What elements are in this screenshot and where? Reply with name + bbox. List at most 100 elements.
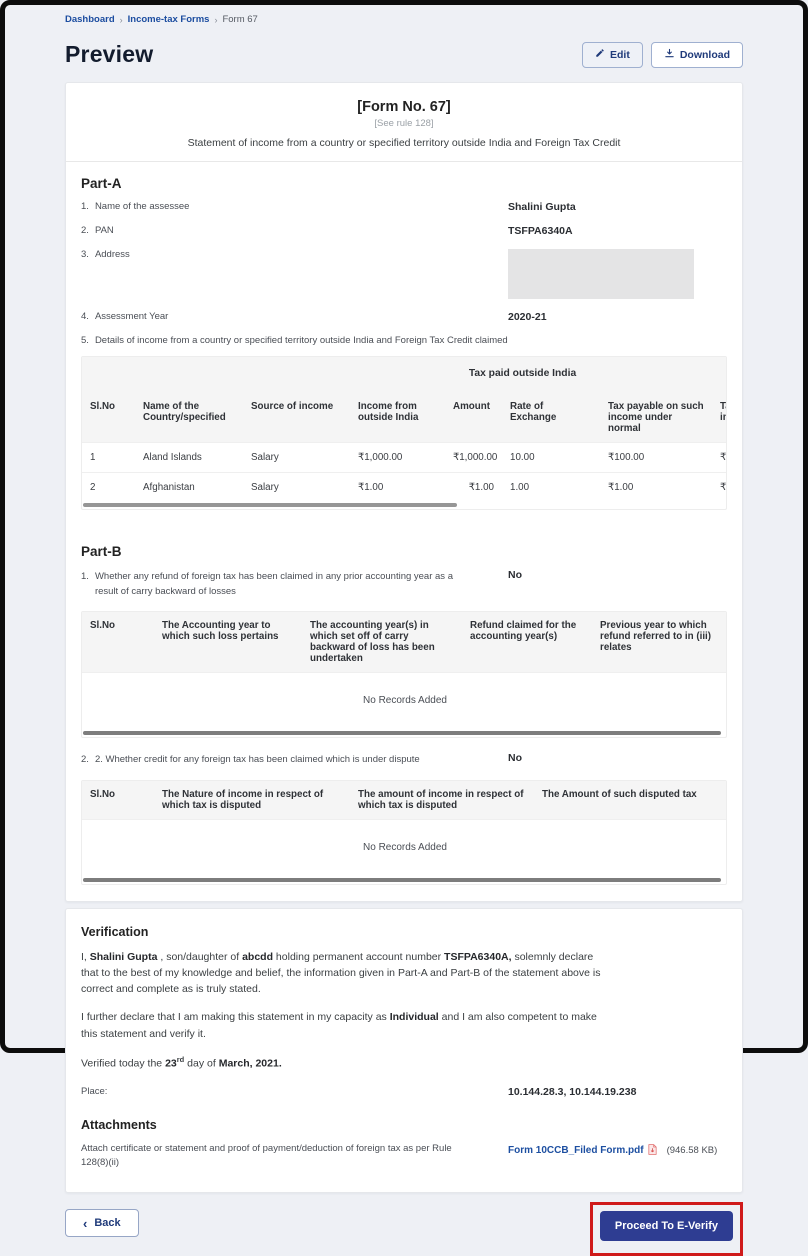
cell-tax-india: ₹1.00 [712, 472, 726, 502]
question-text: 2. Whether credit for any foreign tax ha… [94, 754, 420, 766]
text-segment: holding permanent account number [273, 950, 445, 963]
cell-tax-normal: ₹1.00 [600, 472, 712, 502]
chevron-left-icon: ‹ [83, 1215, 88, 1231]
field-label: Address [94, 249, 130, 260]
page-title: Preview [65, 41, 154, 67]
field-number: 3. [81, 249, 89, 260]
verification-card: Verification I, Shalini Gupta , son/daug… [65, 907, 743, 1194]
text-segment: Verified today the [81, 1057, 166, 1070]
question-credit-under-dispute: 2. 2. Whether credit for any foreign tax… [81, 752, 727, 767]
edit-button-label: Edit [609, 48, 630, 61]
refund-claimed-table: Sl.No The Accounting year to which such … [81, 611, 727, 739]
footer-actions: ‹ Back Proceed To E-Verify [65, 1202, 743, 1256]
annotation-highlight-box: Proceed To E-Verify [589, 1202, 743, 1256]
parent-name: abcdd [242, 950, 274, 963]
col-header-refund-claimed: Refund claimed for the accounting year(s… [462, 612, 592, 673]
col-header-rate: Rate of Exchange [502, 393, 600, 443]
field-label: Name of the assessee [94, 201, 190, 212]
attachment-file-link[interactable]: Form 10CCB_Filed Form.pdf [508, 1145, 644, 1157]
text-segment: I further declare that I am making this … [81, 1011, 390, 1024]
download-button[interactable]: Download [650, 41, 743, 68]
attachment-file-size: (946.58 KB) [666, 1145, 718, 1157]
field-value: Shalini Gupta [508, 201, 576, 213]
cell-rate: 10.00 [502, 442, 600, 473]
part-a-heading: Part-A [81, 176, 122, 191]
table-header-row: Sl.No The Accounting year to which such … [82, 612, 726, 673]
col-header-slno: Sl.No [82, 612, 154, 673]
field-pan: 2. PAN TSFPA6340A [81, 225, 727, 237]
field-value: 2020-21 [508, 311, 547, 323]
breadcrumb-separator-icon: › [119, 14, 123, 25]
pencil-icon [595, 48, 605, 61]
question-number: 2. [81, 754, 89, 766]
verification-declaration: I, Shalini Gupta , son/daughter of abcdd… [81, 949, 611, 998]
col-header-slno: Sl.No [82, 780, 154, 820]
verification-date: Verified today the 23rd day of March, 20… [81, 1054, 611, 1072]
address-redacted-box [508, 249, 694, 299]
form-header: [Form No. 67] [See rule 128] Statement o… [66, 83, 742, 162]
cell-country: Afghanistan [135, 472, 243, 502]
form-rule-subtitle: [See rule 128] [374, 118, 434, 129]
text-segment: solemnly declare that to the best of my … [81, 950, 601, 996]
breadcrumb-form67: Form 67 [222, 14, 258, 25]
attachments-heading: Attachments [81, 1117, 157, 1132]
table-row: 2 Afghanistan Salary ₹1.00 ₹1.00 1.00 ₹1… [82, 472, 726, 502]
question-answer: No [508, 569, 522, 581]
month-year-value: March, 2021. [218, 1057, 282, 1070]
back-button-label: Back [94, 1217, 121, 1230]
field-income-details-label: 5. Details of income from a country or s… [81, 335, 727, 346]
breadcrumb-income-tax-forms[interactable]: Income-tax Forms [127, 14, 210, 25]
cell-rate: 1.00 [502, 472, 600, 502]
cell-tax-normal: ₹100.00 [600, 442, 712, 473]
col-header-country: Name of the Country/specified [135, 393, 243, 443]
form-statement: Statement of income from a country or sp… [187, 137, 621, 149]
question-answer: No [508, 752, 522, 765]
question-text: Whether any refund of foreign tax has be… [94, 571, 453, 598]
field-address: 3. Address [81, 249, 727, 299]
question-refund-carry-backward: 1. Whether any refund of foreign tax has… [81, 569, 727, 599]
table-header-row: Sl.No The Nature of income in respect of… [82, 780, 726, 820]
breadcrumb: Dashboard › Income-tax Forms › Form 67 [65, 5, 743, 25]
col-header-accounting-year-loss: The Accounting year to which such loss p… [154, 612, 302, 673]
cell-income-outside: ₹1.00 [350, 472, 445, 502]
horizontal-scrollbar[interactable] [83, 877, 721, 882]
assessee-name: Shalini Gupta [89, 950, 158, 963]
place-row: Place: 10.144.28.3, 10.144.19.238 [81, 1086, 727, 1098]
part-b-section: Part-B 1. Whether any refund of foreign … [66, 520, 742, 901]
day-ordinal-suffix: rd [176, 1054, 185, 1064]
day-value: 23 [165, 1057, 177, 1070]
field-number: 2. [81, 225, 89, 236]
field-label: Details of income from a country or spec… [94, 335, 508, 346]
cell-slno: 1 [82, 442, 135, 473]
toolbar: Edit Download [581, 41, 743, 68]
form-preview-card: [Form No. 67] [See rule 128] Statement o… [65, 82, 743, 902]
field-label: Assessment Year [94, 311, 169, 322]
table-group-header-row: Tax paid outside India [82, 357, 726, 393]
horizontal-scrollbar[interactable] [83, 731, 721, 736]
verification-heading: Verification [81, 924, 149, 939]
cell-amount: ₹1.00 [445, 472, 502, 502]
edit-button[interactable]: Edit [581, 41, 643, 68]
attachment-row: Attach certificate or statement and proo… [81, 1142, 727, 1171]
col-header-source: Source of income [243, 393, 350, 443]
cell-amount: ₹1,000.00 [445, 442, 502, 473]
proceed-to-e-verify-button[interactable]: Proceed To E-Verify [599, 1211, 733, 1242]
col-header-income-outside: Income from outside India [350, 393, 445, 443]
col-header-amount-of-income: The amount of income in respect of which… [350, 780, 534, 820]
text-segment: day of [184, 1057, 219, 1070]
breadcrumb-dashboard[interactable]: Dashboard [65, 14, 115, 25]
back-button[interactable]: ‹ Back [65, 1209, 139, 1238]
form-number-title: [Form No. 67] [357, 99, 451, 115]
horizontal-scrollbar[interactable] [83, 503, 457, 507]
cell-source: Salary [243, 472, 350, 502]
cell-source: Salary [243, 442, 350, 473]
col-header-setoff-year: The accounting year(s) in which set off … [302, 612, 462, 673]
empty-row: No Records Added [82, 818, 726, 877]
cell-tax-india: ₹100.00 [712, 442, 726, 473]
cell-income-outside: ₹1,000.00 [350, 442, 445, 473]
verification-capacity: I further declare that I am making this … [81, 1009, 611, 1042]
table-row: 1 Aland Islands Salary ₹1,000.00 ₹1,000.… [82, 442, 726, 473]
place-label: Place: [81, 1085, 108, 1097]
cell-slno: 2 [82, 472, 135, 502]
